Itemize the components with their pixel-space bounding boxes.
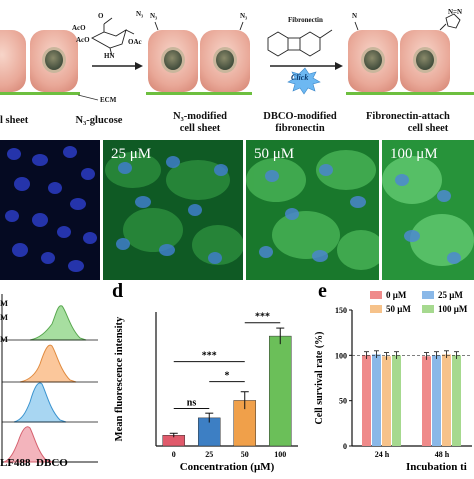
cells-25: [105, 152, 243, 265]
molecule-oac: OAc: [128, 38, 142, 46]
chart-e-bar-24h-1: [372, 354, 381, 446]
chart-d-tick-100: 100: [274, 450, 286, 459]
ecm-label: ECM: [100, 96, 117, 104]
chart-e-xtick-1: 48 h: [435, 450, 450, 459]
chart-e-legend-swatch-0: [370, 291, 382, 299]
caption-n3-modified-2: cell sheet: [179, 123, 221, 134]
fibronectin-label: Fibronectin: [288, 16, 323, 24]
chart-d-bar-100: [268, 335, 292, 447]
chart-e-ytick-50: 50: [339, 397, 347, 406]
flow-legend-3: M: [0, 334, 9, 344]
n3-label-1: N₃: [136, 10, 144, 18]
caption-fn-attached-1: Fibronectin-attach: [366, 111, 450, 122]
click-label: Click: [291, 73, 309, 82]
chart-e-xlabel: Incubation ti: [406, 461, 467, 473]
molecule-hn: HN: [104, 52, 115, 60]
chart-d-sig-0-50-label: ***: [202, 351, 217, 362]
molecule-o: O: [98, 12, 104, 20]
dbco-molecule: [267, 29, 333, 57]
chart-d-tick-0: 0: [172, 450, 176, 459]
panel-label-50: 50 μM: [254, 146, 295, 162]
micrograph-50: 50 μM: [246, 140, 379, 280]
click-burst: [287, 67, 321, 95]
cells-50: [246, 150, 379, 270]
chart-e: e 0 50 100 150 24 h 48 h 0 μM 25 μM 50 μM 100 μM C…: [312, 280, 474, 474]
chart-e-ylabel: Cell survival rate (%): [314, 331, 325, 424]
chart-e-bar-48h-0: [422, 356, 431, 446]
flow-xlabel: LF488 DBCO: [0, 457, 68, 469]
schematic: AcO AcO OAc HN O N₃ N₃ N₃ N N=N Fibronec…: [0, 0, 474, 135]
micrograph-25: 25 μM: [103, 140, 243, 280]
caption-dbco-1: DBCO-modified: [263, 111, 337, 122]
micrograph-100: 100 μM: [382, 140, 474, 280]
flow-legend-2: M: [0, 312, 9, 322]
histogram-50: [2, 344, 98, 383]
chart-d-ylabel: Mean fluorescence intensity: [114, 316, 125, 441]
chart-d-sig-star-label: *: [225, 371, 230, 382]
cells-100: [382, 156, 474, 266]
caption-fn-attached-2: cell sheet: [407, 123, 449, 134]
chart-e-legend-swatch-3: [422, 305, 434, 313]
n3-label-2: N₃: [150, 12, 158, 20]
chart-d-sig-ns-label: ns: [187, 397, 197, 408]
flow-histograms: [1, 294, 98, 463]
nuclei-0: [5, 146, 97, 272]
chart-e-legend-label-2: 50 μM: [386, 304, 411, 314]
histogram-0: [3, 426, 53, 463]
n-label: N: [352, 12, 358, 20]
chart-e-bar-24h-3: [392, 355, 401, 446]
chart-e-ytick-0: 0: [343, 442, 347, 451]
caption-n3-modified-1: N₃-modified: [173, 111, 227, 122]
schematic-svg: [0, 13, 474, 101]
triazole-label: N=N: [448, 8, 463, 16]
chart-d-tick-25: 25: [205, 450, 213, 459]
caption-cell-sheet: l sheet: [0, 115, 29, 126]
flow-legend-1: M: [0, 298, 9, 308]
chart-e-bar-48h-1: [432, 355, 441, 446]
chart-e-letter: e: [318, 280, 327, 302]
caption-n3-glucose: N₃-glucose: [75, 115, 123, 126]
panel-label-25: 25 μM: [111, 146, 152, 162]
molecule-aco-2: AcO: [76, 36, 90, 44]
chart-d: d 0 25 50 100 ns * *** *** Mean fluorescence int…: [110, 280, 305, 474]
histogram-100: [2, 305, 98, 341]
chart-e-bar-48h-2: [442, 354, 451, 446]
chart-e-xtick-0: 24 h: [375, 450, 390, 459]
molecule-aco-1: AcO: [72, 24, 86, 32]
chart-e-legend-label-1: 25 μM: [438, 290, 463, 300]
n3-label-3: N₃: [240, 12, 248, 20]
chart-e-bar-24h-0: [362, 355, 371, 446]
histogram-25: [2, 382, 98, 423]
cell-group-1: [0, 30, 80, 95]
chart-e-svg: 0 50 100 150 24 h 48 h 0 μM 25 μM 50 μM 100 μM Cel…: [314, 290, 472, 473]
micrograph-0: [0, 140, 100, 280]
cell-group-2: [146, 21, 252, 95]
chart-e-bar-48h-3: [452, 355, 461, 446]
chart-e-legend-label-0: 0 μM: [386, 290, 407, 300]
n3-glucose-molecule: [91, 17, 135, 57]
chart-d-letter: d: [112, 280, 124, 302]
panel-label-100: 100 μM: [390, 146, 438, 162]
chart-e-legend-label-3: 100 μM: [438, 304, 468, 314]
caption-dbco-2: fibronectin: [275, 123, 325, 134]
chart-e-ytick-150: 150: [335, 306, 347, 315]
chart-e-legend-swatch-1: [422, 291, 434, 299]
chart-d-sig-50-100-label: ***: [255, 312, 270, 323]
cell-group-3: [346, 13, 474, 95]
chart-d-tick-50: 50: [241, 450, 249, 459]
chart-e-bar-24h-2: [382, 356, 391, 446]
chart-e-ytick-100: 100: [335, 351, 347, 360]
chart-d-xlabel: Concentration (μM): [180, 461, 275, 473]
chart-e-legend-swatch-2: [370, 305, 382, 313]
flow-cytometry: M M M LF488 DBCO: [0, 284, 100, 474]
